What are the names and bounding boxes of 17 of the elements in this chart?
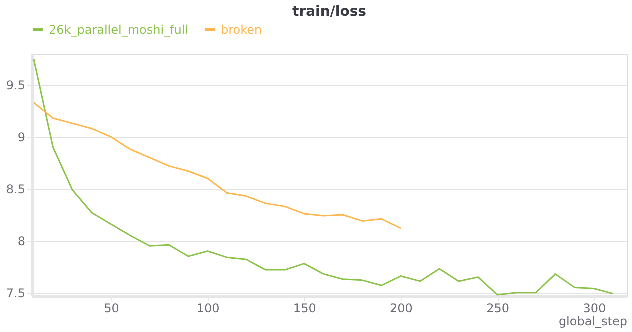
line-series — [33, 102, 402, 230]
x-tick-label: 300 — [583, 302, 606, 316]
line-series — [33, 58, 614, 296]
legend-label: broken — [221, 22, 262, 37]
y-tick-label: 9 — [18, 130, 26, 145]
y-tick-label: 8.5 — [6, 182, 26, 197]
x-tick-label: 100 — [196, 302, 220, 316]
x-tick-label: 50 — [104, 302, 120, 316]
x-tick-label: 150 — [293, 302, 316, 316]
y-tick-label: 7.5 — [6, 286, 26, 300]
x-tick-label: 250 — [486, 302, 510, 316]
legend-label: 26k_parallel_moshi_full — [49, 22, 189, 37]
y-tick-label: 9.5 — [6, 78, 26, 93]
x-axis-title: global_step — [558, 314, 628, 328]
y-tick-label: 8 — [18, 234, 26, 248]
x-tick-label: 200 — [390, 302, 413, 316]
chart-title: train/loss — [292, 4, 367, 20]
